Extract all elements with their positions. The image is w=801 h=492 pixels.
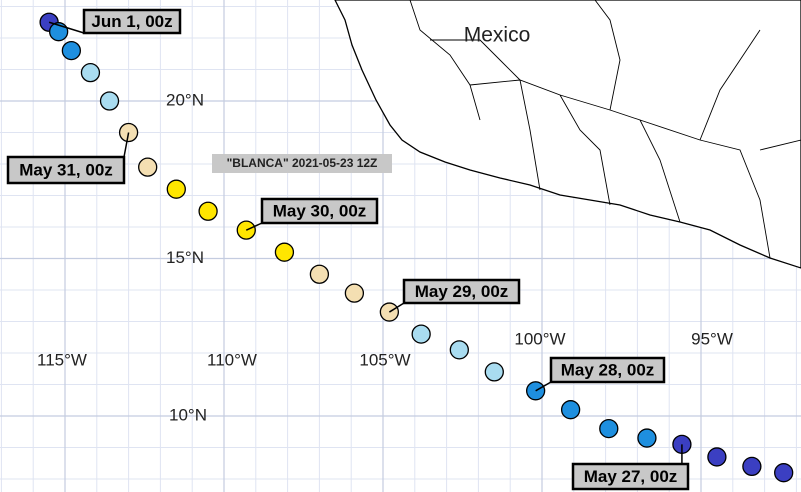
track-point — [99, 91, 120, 111]
date-label: Jun 1, 00z — [91, 12, 172, 31]
leader-line — [48, 21, 85, 34]
label-box — [571, 462, 690, 491]
date-labels: Jun 1, 00z May 31, 00z May 30, 00z May 29, … — [6, 8, 690, 491]
title-box — [212, 154, 392, 173]
label-box — [6, 155, 126, 185]
track-point — [80, 63, 101, 83]
label-box — [260, 197, 379, 225]
label-box — [402, 278, 521, 305]
coordinate-labels: 115°W 110°W 105°W 100°W 95°W 20°N 15°N 10°N — [37, 90, 733, 424]
lon-label: 95°W — [691, 329, 733, 348]
lat-label: 10°N — [169, 405, 207, 424]
label-box — [549, 356, 666, 384]
lon-label: 115°W — [37, 350, 87, 369]
lon-label: 110°W — [207, 350, 257, 369]
track-point — [274, 242, 295, 262]
lon-label: 105°W — [359, 350, 410, 369]
lat-label: 20°N — [166, 90, 204, 109]
track-point — [484, 362, 504, 382]
track-point — [198, 201, 218, 221]
leader-line — [388, 302, 405, 313]
lat-label: 15°N — [166, 248, 204, 267]
track-point — [411, 324, 431, 344]
date-label: May 27, 00z — [584, 467, 678, 486]
leader-line — [535, 381, 552, 392]
lon-label: 100°W — [514, 329, 565, 348]
leader-line — [245, 222, 263, 231]
date-label: May 30, 00z — [273, 201, 367, 220]
date-label: May 28, 00z — [561, 360, 655, 379]
track-point — [449, 340, 469, 360]
country-label: Mexico — [464, 24, 531, 47]
track-point — [138, 157, 158, 177]
track-point — [166, 179, 186, 199]
map-title: "BLANCA" 2021-05-23 12Z — [227, 156, 378, 170]
track-point — [742, 456, 762, 477]
track-point — [599, 418, 619, 439]
track-point — [309, 264, 330, 284]
label-box — [82, 8, 182, 35]
date-label: May 31, 00z — [19, 160, 113, 179]
track-point — [344, 283, 365, 303]
track-point — [637, 428, 657, 448]
track-point — [560, 400, 581, 420]
date-label: May 29, 00z — [415, 282, 509, 301]
land — [334, 0, 801, 269]
track-point — [707, 447, 727, 467]
track-point — [774, 463, 794, 483]
state-borders — [409, 0, 801, 259]
leader-line — [123, 132, 130, 158]
track-point — [61, 40, 82, 61]
